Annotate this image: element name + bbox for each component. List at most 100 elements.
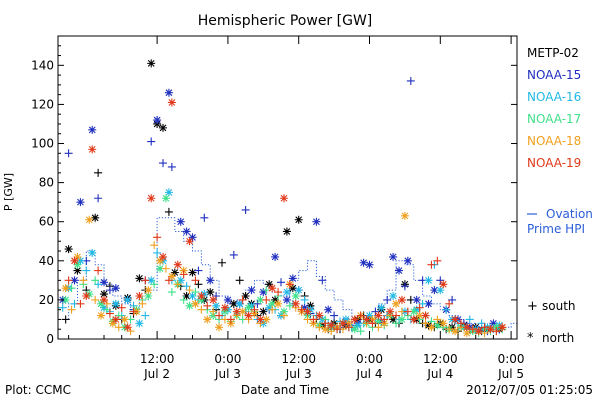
legend-entry-noaa-15: NOAA-15 [527, 68, 581, 82]
point-5-0 [64, 276, 73, 285]
point-1-9 [111, 284, 120, 293]
point-5-7 [105, 309, 114, 318]
point-0-5 [94, 168, 103, 177]
point-1-2 [70, 276, 79, 285]
point-2-36 [282, 288, 291, 297]
point-4-0 [61, 284, 70, 293]
point-5-41 [303, 307, 312, 316]
point-1-35 [282, 295, 291, 304]
y-tick-label-60: 60 [39, 215, 54, 229]
point-1-25 [223, 295, 232, 304]
point-0-28 [235, 276, 244, 285]
legend-marker-symbol-south: + [527, 299, 538, 314]
point-3-59 [409, 307, 418, 316]
point-2-27 [223, 305, 232, 314]
point-5-60 [415, 303, 424, 312]
point-5-32 [250, 305, 259, 314]
point-1-15 [159, 159, 168, 168]
point-0-33 [265, 280, 274, 289]
point-2-28 [235, 299, 244, 308]
point-4-60 [415, 311, 424, 320]
point-1-33 [271, 252, 280, 261]
point-5-65 [445, 299, 454, 308]
point-4-23 [197, 305, 206, 314]
y-tick-label-100: 100 [31, 137, 54, 151]
x-tick-date-5: Jul 5 [497, 367, 524, 381]
point-1-29 [247, 286, 256, 295]
point-5-36 [274, 288, 283, 297]
point-2-30 [247, 301, 256, 310]
point-3-4 [85, 290, 94, 299]
point-4-2 [73, 252, 82, 261]
point-2-13 [135, 319, 144, 328]
point-2-50 [365, 311, 374, 320]
point-4-9 [114, 323, 123, 332]
point-5-59 [409, 315, 418, 324]
point-5-70 [474, 327, 483, 336]
point-3-35 [268, 299, 277, 308]
point-0-1 [64, 245, 73, 254]
point-5-72 [486, 325, 495, 334]
point-2-9 [111, 299, 120, 308]
point-1-3 [76, 198, 85, 207]
point-4-66 [451, 327, 460, 336]
point-2-54 [389, 291, 398, 300]
point-2-24 [200, 290, 209, 299]
point-2-52 [377, 303, 386, 312]
point-4-35 [268, 305, 277, 314]
point-5-62 [427, 260, 436, 269]
point-3-5 [91, 276, 100, 285]
plot-credit: Plot: CCMC [5, 383, 71, 397]
legend-entry-noaa-18: NOAA-18 [527, 134, 581, 148]
point-5-53 [374, 311, 383, 320]
point-5-12 [135, 291, 144, 300]
point-0-12 [135, 274, 144, 283]
point-1-71 [489, 319, 498, 328]
point-5-10 [123, 323, 132, 332]
plot-timestamp: 2012/07/05 01:25:05 [466, 383, 593, 397]
point-5-35 [268, 284, 277, 293]
point-3-38 [285, 301, 294, 310]
point-5-39 [291, 299, 300, 308]
y-axis-label: P [GW] [2, 173, 15, 211]
point-4-10 [120, 315, 129, 324]
point-1-6 [94, 194, 103, 203]
point-5-13 [141, 276, 150, 285]
point-1-20 [188, 233, 197, 242]
point-0-0 [61, 315, 70, 324]
point-5-49 [350, 315, 359, 324]
point-5-46 [333, 325, 342, 334]
point-2-5 [88, 248, 97, 257]
plot-frame [57, 35, 518, 340]
point-4-6 [97, 311, 106, 320]
point-4-5 [91, 295, 100, 304]
point-1-31 [259, 288, 268, 297]
point-5-14 [147, 194, 156, 203]
point-1-61 [430, 286, 439, 295]
point-5-5 [94, 266, 103, 275]
point-0-29 [241, 291, 250, 300]
point-4-37 [279, 311, 288, 320]
point-5-20 [179, 270, 188, 279]
point-5-40 [297, 305, 306, 314]
x-tick-date-0: Jul 2 [143, 367, 170, 381]
point-5-28 [226, 315, 235, 324]
point-4-3 [79, 276, 88, 285]
point-1-18 [176, 217, 185, 226]
point-5-63 [433, 256, 442, 265]
point-3-20 [179, 295, 188, 304]
point-0-4 [91, 213, 100, 222]
point-4-26 [215, 323, 224, 332]
point-5-54 [380, 315, 389, 324]
point-1-14 [153, 116, 162, 125]
point-5-27 [220, 303, 229, 312]
point-1-21 [194, 266, 203, 275]
point-2-3 [76, 256, 85, 265]
point-1-17 [167, 162, 176, 171]
point-3-14 [144, 291, 153, 300]
point-2-16 [153, 248, 162, 257]
point-0-27 [229, 299, 238, 308]
point-3-21 [185, 301, 194, 310]
legend-entry-noaa-19: NOAA-19 [527, 156, 581, 170]
